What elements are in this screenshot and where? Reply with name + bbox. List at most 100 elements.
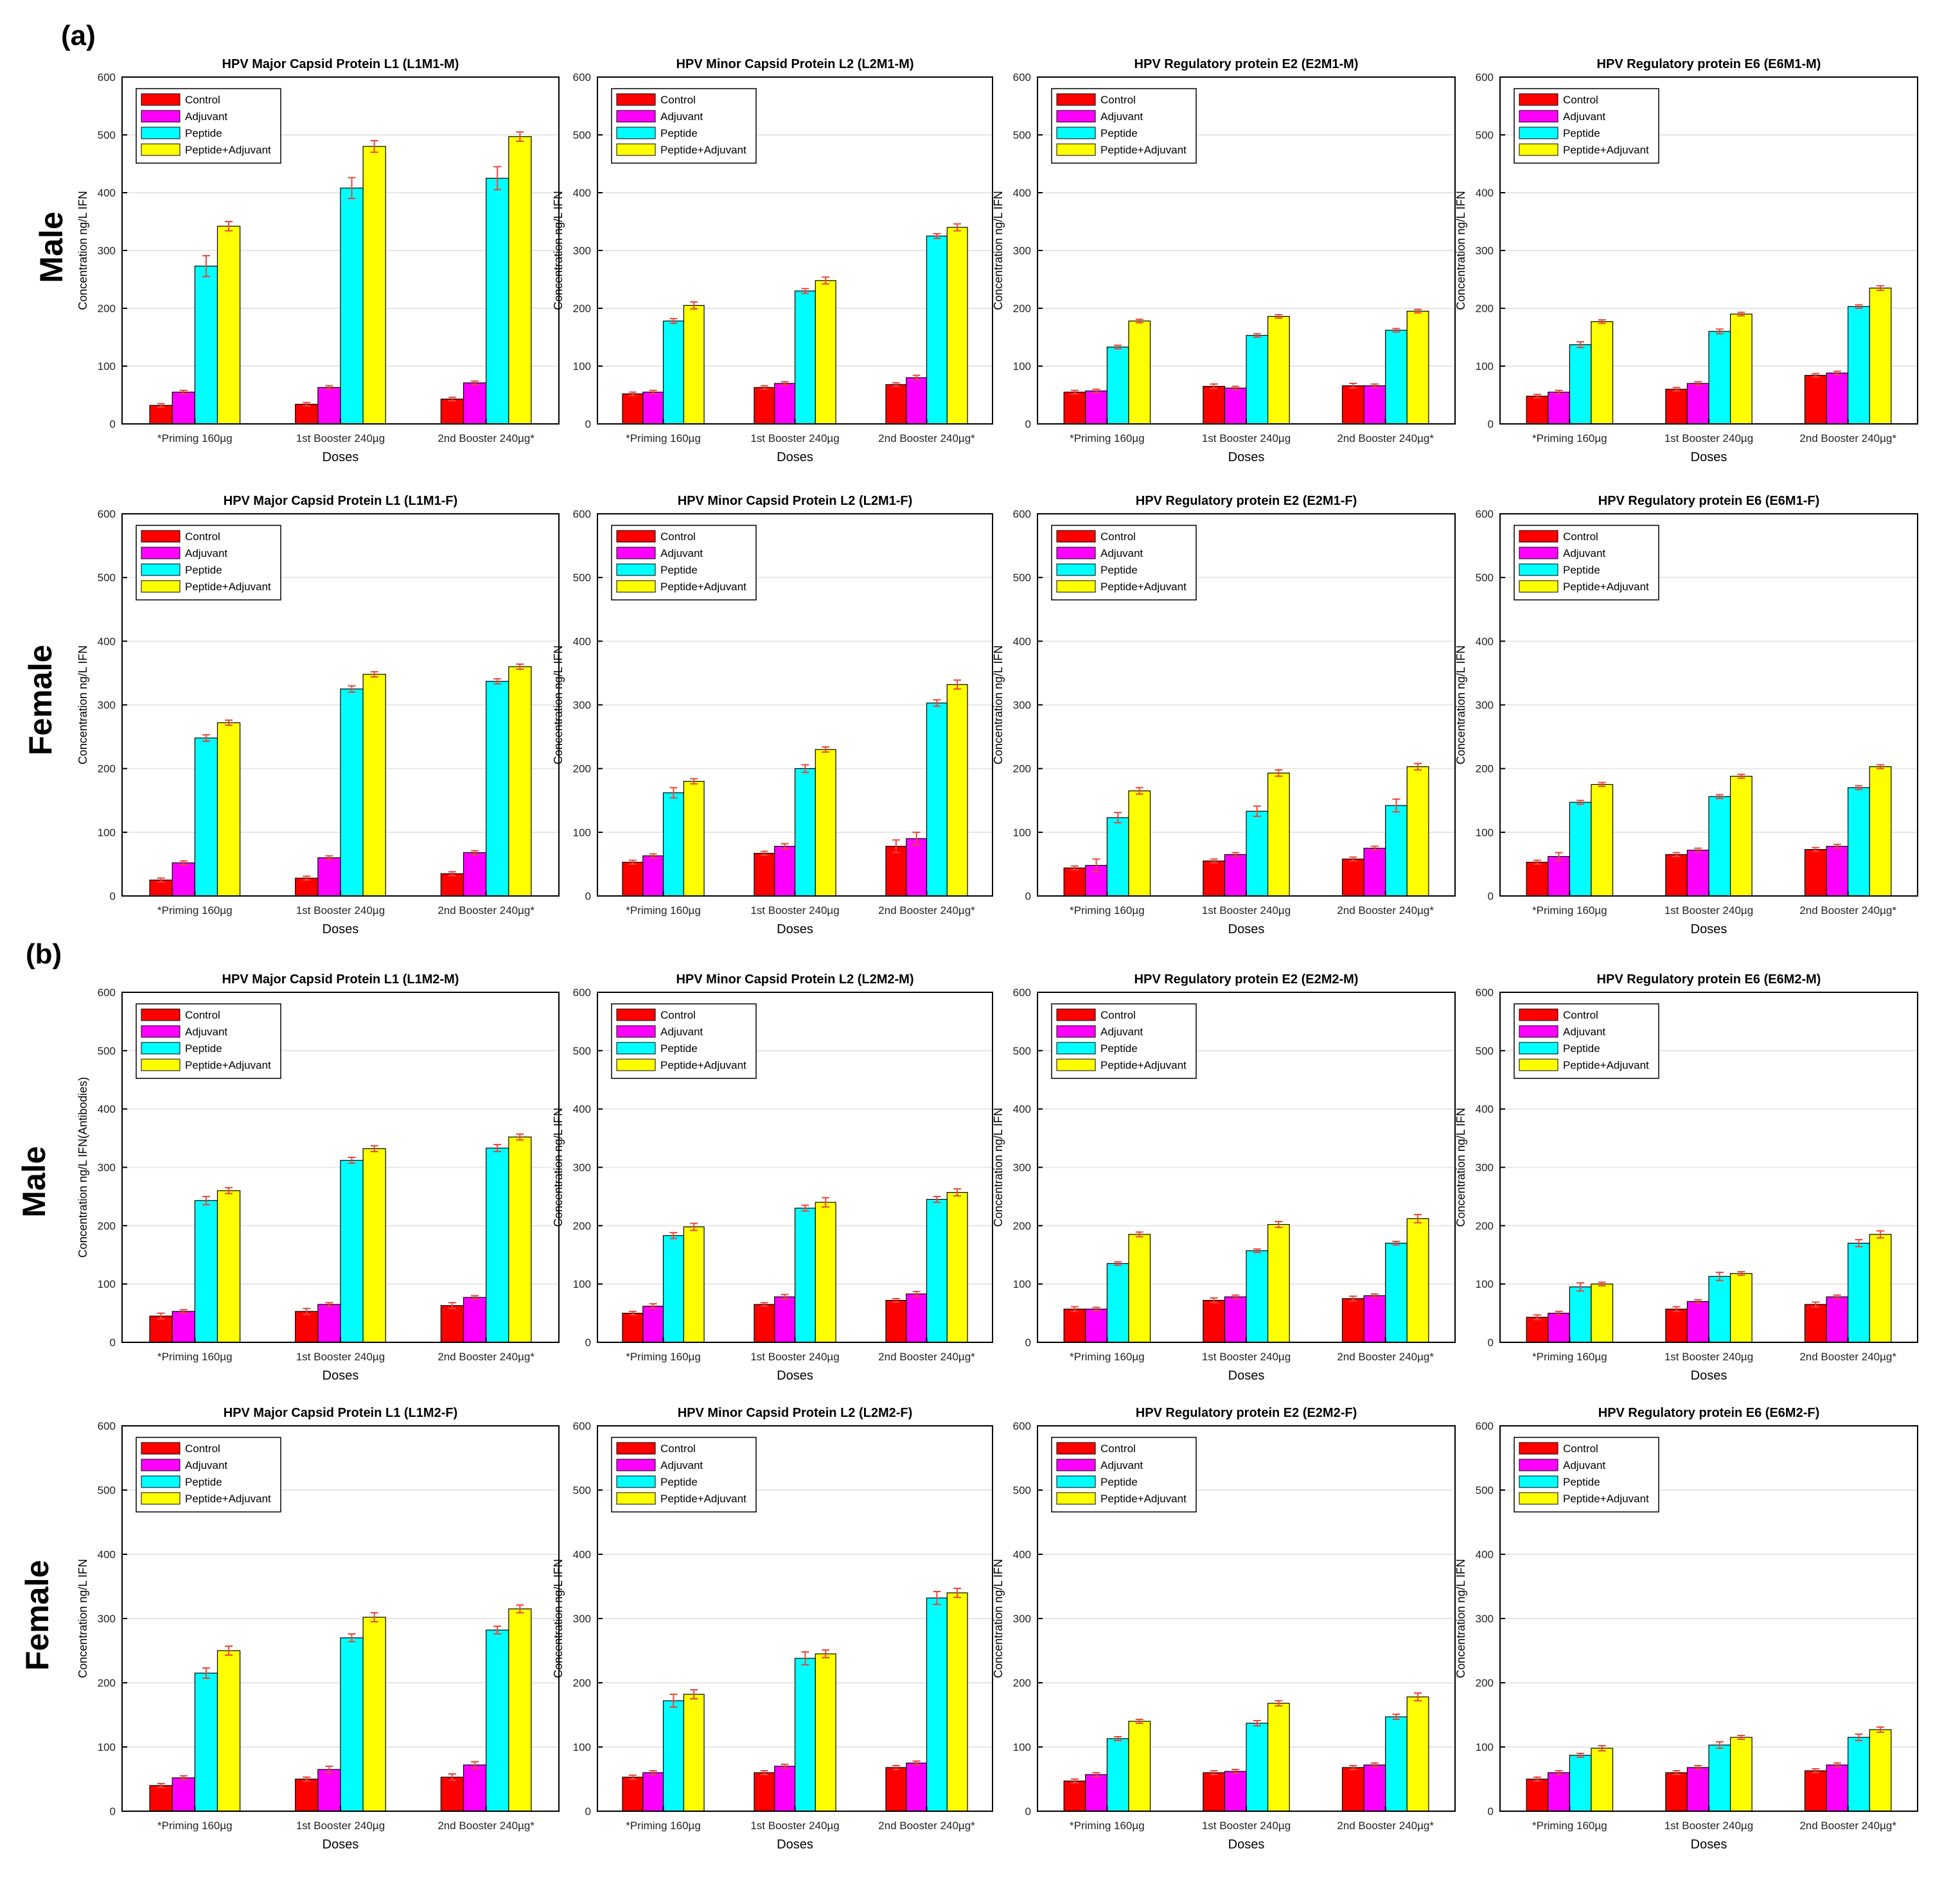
bar-peptide-plus-adjuvant xyxy=(1591,784,1614,897)
x-tick-label: 2nd Booster 240µg* xyxy=(437,432,534,444)
legend-label: Adjuvant xyxy=(1563,110,1605,123)
legend: Control Adjuvant Peptide Peptide+Adjuvant xyxy=(611,1437,757,1513)
x-tick-label: 2nd Booster 240µg* xyxy=(437,1351,534,1363)
legend-label: Peptide+Adjuvant xyxy=(1563,144,1649,156)
axes-frame xyxy=(1499,1425,1918,1812)
bar-peptide-plus-adjuvant xyxy=(1267,773,1290,897)
bar-control xyxy=(295,1778,319,1812)
legend-swatch xyxy=(141,1025,181,1038)
axes-frame xyxy=(597,76,993,425)
bar-peptide xyxy=(486,177,509,425)
bar-peptide-plus-adjuvant xyxy=(1406,766,1429,897)
bar-peptide xyxy=(340,689,364,897)
y-tick-label: 200 xyxy=(98,303,116,315)
bar-peptide-plus-adjuvant xyxy=(1267,1224,1290,1343)
legend: Control Adjuvant Peptide Peptide+Adjuvant xyxy=(1051,88,1197,164)
axes-frame xyxy=(1037,513,1456,897)
axes-frame xyxy=(1037,1425,1456,1812)
y-tick-label: 300 xyxy=(1013,1162,1031,1174)
bar-control xyxy=(1063,867,1086,897)
bar-adjuvant xyxy=(774,1766,796,1812)
y-tick-label: 600 xyxy=(1476,1420,1494,1432)
y-tick-label: 100 xyxy=(1476,1741,1494,1753)
y-tick-label: 100 xyxy=(573,1741,591,1753)
bar-adjuvant xyxy=(906,838,928,897)
chart-14: 0 100 200 300 400 500 600 *Priming 160µg 1st Boo… xyxy=(552,1406,993,1852)
x-axis-label: Doses xyxy=(1691,450,1727,464)
y-tick-label: 300 xyxy=(98,1162,116,1174)
y-tick-label: 500 xyxy=(573,129,591,141)
y-tick-label: 100 xyxy=(573,1278,591,1290)
bar-control xyxy=(1341,385,1364,425)
legend: Control Adjuvant Peptide Peptide+Adjuvant xyxy=(1051,1003,1197,1079)
legend-swatch xyxy=(616,93,656,106)
bar-adjuvant xyxy=(774,383,796,425)
y-tick-label: 500 xyxy=(98,1045,116,1057)
bar-control xyxy=(440,873,464,897)
y-axis-label: Concentration ng/L IFN xyxy=(552,1108,565,1227)
axes-frame xyxy=(1037,76,1456,425)
row-label-male-b: Male xyxy=(16,1146,52,1217)
y-tick-label: 200 xyxy=(1013,1677,1031,1689)
y-axis-label: Concentration ng/L IFN xyxy=(552,645,565,764)
chart-title: HPV Major Capsid Protein L1 (L1M1-F) xyxy=(224,494,457,508)
chart-title: HPV Regulatory protein E6 (E6M2-M) xyxy=(1597,972,1821,987)
legend-swatch xyxy=(1519,1008,1558,1021)
legend-swatch xyxy=(1056,93,1096,106)
legend-label: Control xyxy=(185,531,220,543)
chart-1: 0 100 200 300 400 500 600 *Priming 160µg 1st Boo… xyxy=(76,57,560,464)
y-tick-label: 400 xyxy=(1476,635,1494,647)
bar-peptide xyxy=(1708,1744,1731,1812)
bar-peptide-plus-adjuvant xyxy=(1729,1737,1753,1812)
x-tick-label: *Priming 160µg xyxy=(157,904,233,917)
y-tick-label: 500 xyxy=(573,1484,591,1496)
legend-label: Peptide xyxy=(1100,127,1138,139)
y-tick-label: 200 xyxy=(1013,1220,1031,1232)
y-tick-label: 600 xyxy=(1013,1420,1031,1432)
y-tick-label: 300 xyxy=(573,1613,591,1625)
bar-control xyxy=(754,1772,775,1812)
y-tick-label: 200 xyxy=(573,303,591,315)
chart-title: HPV Regulatory protein E2 (E2M2-F) xyxy=(1136,1406,1357,1420)
legend: Control Adjuvant Peptide Peptide+Adjuvant xyxy=(1514,88,1659,164)
legend-swatch xyxy=(616,143,656,156)
legend-label: Peptide+Adjuvant xyxy=(660,144,746,156)
x-axis-label: Doses xyxy=(1691,1369,1727,1383)
chart-6: 0 100 200 300 400 500 600 *Priming 160µg 1st Boo… xyxy=(552,494,993,936)
y-tick-label: 400 xyxy=(573,635,591,647)
legend-swatch xyxy=(1056,1008,1096,1021)
bar-peptide-plus-adjuvant xyxy=(815,1202,836,1343)
y-tick-label: 100 xyxy=(1013,1278,1031,1290)
y-tick-label: 400 xyxy=(1476,1549,1494,1561)
bar-peptide-plus-adjuvant xyxy=(1869,287,1892,425)
x-tick-label: 1st Booster 240µg xyxy=(1202,432,1291,444)
y-tick-label: 300 xyxy=(573,245,591,257)
bar-peptide xyxy=(1246,1723,1269,1812)
x-tick-label: 1st Booster 240µg xyxy=(296,1820,385,1832)
legend-label: Peptide+Adjuvant xyxy=(1100,1493,1187,1505)
bar-peptide xyxy=(1848,1242,1870,1343)
chart-title: HPV Regulatory protein E2 (E2M1-F) xyxy=(1136,494,1357,508)
x-tick-label: 1st Booster 240µg xyxy=(750,1351,839,1363)
bar-control xyxy=(440,1777,464,1812)
legend: Control Adjuvant Peptide Peptide+Adjuvant xyxy=(136,1437,281,1513)
legend: Control Adjuvant Peptide Peptide+Adjuvant xyxy=(1051,1437,1197,1513)
bar-adjuvant xyxy=(1363,385,1386,425)
legend-swatch xyxy=(141,547,181,559)
legend-label: Peptide xyxy=(1563,127,1600,139)
bar-peptide xyxy=(1106,1738,1129,1812)
legend-label: Peptide+Adjuvant xyxy=(1100,581,1187,593)
x-tick-label: 1st Booster 240µg xyxy=(1664,432,1753,444)
row-label-female-a: Female xyxy=(22,645,58,755)
bar-adjuvant xyxy=(774,846,796,897)
x-axis-label: Doses xyxy=(777,450,813,464)
y-tick-label: 200 xyxy=(98,1677,116,1689)
bar-peptide-plus-adjuvant xyxy=(1128,320,1151,425)
x-tick-label: 2nd Booster 240µg* xyxy=(1337,1351,1434,1363)
legend-label: Control xyxy=(660,1443,696,1455)
y-tick-label: 200 xyxy=(98,763,116,775)
legend-label: Control xyxy=(660,94,696,106)
bar-peptide-plus-adjuvant xyxy=(946,1191,968,1343)
bar-control xyxy=(149,405,173,425)
y-tick-label: 300 xyxy=(98,699,116,712)
